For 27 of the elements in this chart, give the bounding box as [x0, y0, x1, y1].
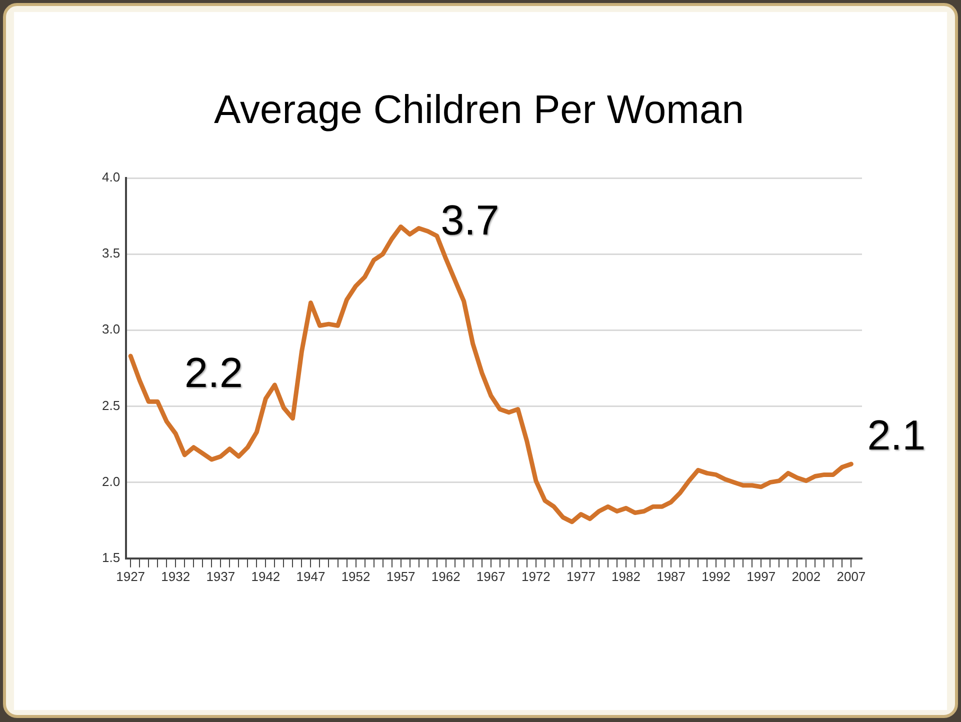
y-tick-label: 3.5 — [102, 246, 120, 261]
annotation: 3.7 — [440, 196, 500, 244]
x-tick-label: 1932 — [161, 568, 190, 584]
x-tick-label: 1952 — [341, 568, 370, 584]
x-tick-label: 1937 — [206, 568, 236, 584]
x-tick-label: 1947 — [296, 568, 326, 584]
x-tick-label: 1972 — [521, 568, 550, 584]
x-tick-label: 1982 — [612, 568, 640, 584]
x-tick-label: 1927 — [116, 568, 146, 584]
x-tick-label: 2007 — [836, 568, 866, 584]
x-tick-label: 1992 — [702, 568, 731, 584]
y-tick-label: 3.0 — [102, 322, 120, 337]
x-tick-label: 2002 — [792, 568, 821, 584]
x-tick-label: 1977 — [566, 568, 596, 584]
y-tick-label: 1.5 — [102, 550, 120, 565]
x-tick-label: 1997 — [746, 568, 776, 584]
y-tick-label: 4.0 — [102, 170, 120, 185]
y-tick-label: 2.5 — [102, 398, 120, 413]
x-tick-label: 1942 — [251, 568, 280, 584]
x-tick-label: 1967 — [476, 568, 506, 584]
x-tick-label: 1957 — [386, 568, 416, 584]
annotation: 2.2 — [184, 349, 243, 396]
annotation: 2.1 — [867, 412, 926, 459]
chart-title: Average Children Per Woman — [214, 88, 744, 132]
y-tick-label: 2.0 — [102, 474, 120, 489]
x-tick-label: 1962 — [431, 568, 460, 584]
x-tick-label: 1987 — [656, 568, 686, 584]
